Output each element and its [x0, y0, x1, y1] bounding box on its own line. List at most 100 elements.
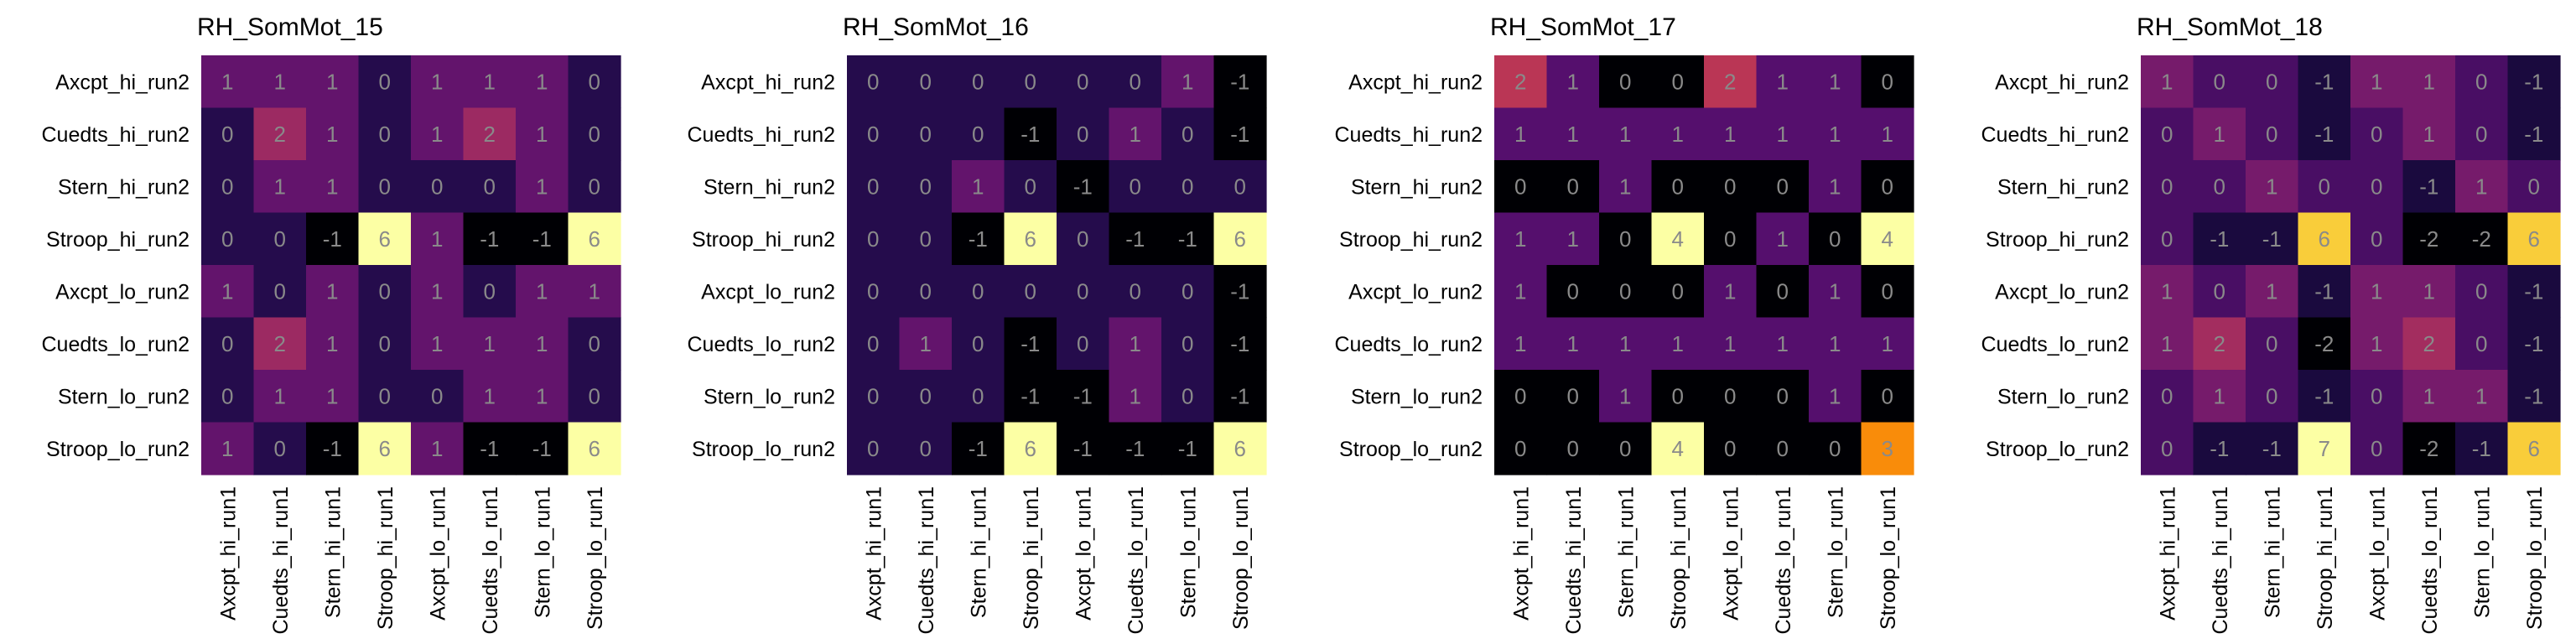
- cell-value-label: 0: [867, 383, 879, 408]
- cell-value-label: 0: [1724, 174, 1736, 199]
- heatmap-cell: [1861, 317, 1914, 371]
- cell-value-label: 0: [867, 436, 879, 461]
- heatmap-cell: [2350, 160, 2404, 214]
- heatmap-cell: [1546, 107, 1600, 161]
- cell-value-label: 1: [2423, 383, 2435, 408]
- cell-value-label: 0: [2371, 174, 2382, 199]
- row-tick-label: Axcpt_lo_run2: [701, 280, 835, 304]
- cell-value-label: 0: [1777, 383, 1789, 408]
- heatmap-cell: [253, 160, 307, 214]
- cell-value-label: 1: [589, 278, 600, 304]
- heatmap-cell: [1057, 370, 1110, 423]
- heatmap-cell: [1546, 317, 1600, 371]
- column-tick-label: Cuedts_hi_run1: [2209, 486, 2232, 635]
- cell-value-label: 0: [1130, 69, 1141, 94]
- cell-value-label: -1: [2524, 122, 2543, 147]
- cell-value-label: 0: [274, 278, 286, 304]
- heatmap-cell: [516, 317, 569, 371]
- heatmap-cell: [2246, 370, 2299, 423]
- heatmap-cell: [1109, 55, 1162, 109]
- cell-value-label: 0: [920, 69, 932, 94]
- heatmap-cell: [1651, 422, 1705, 475]
- cell-value-label: 0: [1619, 436, 1631, 461]
- cell-value-label: 0: [2161, 383, 2173, 408]
- cell-value-label: 0: [221, 174, 233, 199]
- cell-value-label: 1: [2161, 331, 2173, 356]
- heatmap-cell: [1651, 212, 1705, 266]
- heatmap-cell: [1109, 265, 1162, 319]
- heatmap-cell: [1161, 107, 1215, 161]
- heatmap-cell: [847, 317, 901, 371]
- heatmap-cell: [1494, 265, 1548, 319]
- heatmap-cell: [1756, 212, 1810, 266]
- panel-title: RH_SomMot_15: [197, 13, 383, 41]
- cell-value-label: 0: [2266, 69, 2277, 94]
- heatmap-cell: [1704, 107, 1758, 161]
- heatmap-cell: [1599, 55, 1653, 109]
- heatmap-cell: [2193, 107, 2246, 161]
- heatmap-cell: [253, 422, 307, 475]
- cell-value-label: 0: [1025, 174, 1036, 199]
- cell-value-label: 1: [1619, 383, 1631, 408]
- cell-value-label: 1: [1829, 122, 1841, 147]
- cell-value-label: -1: [2524, 383, 2543, 408]
- heatmap-cell: [463, 370, 517, 423]
- heatmap-cell: [306, 317, 360, 371]
- column-tick-label: Stern_hi_run1: [1614, 486, 1638, 618]
- heatmap-cell: [899, 107, 953, 161]
- heatmap-cell: [2298, 160, 2351, 214]
- heatmap-cell: [463, 422, 517, 475]
- cell-value-label: 0: [972, 331, 984, 356]
- cell-value-label: 1: [1514, 226, 1526, 252]
- row-tick-label: Axcpt_hi_run2: [55, 70, 190, 94]
- heatmap-cell: [1756, 55, 1810, 109]
- heatmap-cell: [463, 317, 517, 371]
- cell-value-label: 1: [1619, 331, 1631, 356]
- column-tick-label: Stern_lo_run1: [2470, 486, 2494, 618]
- column-tick-label: Cuedts_hi_run1: [269, 486, 293, 635]
- cell-value-label: 0: [972, 69, 984, 94]
- row-tick-label: Cuedts_lo_run2: [687, 333, 835, 356]
- cell-value-label: 0: [1077, 331, 1088, 356]
- heatmap-cell: [1546, 265, 1600, 319]
- cell-value-label: 1: [2423, 278, 2435, 304]
- heatmap-cell: [1213, 160, 1267, 214]
- cell-value-label: 0: [1077, 69, 1088, 94]
- heatmap-cell: [358, 265, 412, 319]
- heatmap-cell: [1213, 422, 1267, 475]
- cell-value-label: -1: [1073, 174, 1093, 199]
- cell-value-label: 0: [1619, 226, 1631, 252]
- heatmap-cell: [952, 212, 1005, 266]
- heatmap-cell: [1704, 265, 1758, 319]
- heatmap-cell: [306, 107, 360, 161]
- cell-value-label: 1: [2266, 174, 2277, 199]
- heatmap-cell: [1213, 55, 1267, 109]
- heatmap-cell: [358, 317, 412, 371]
- row-tick-label: Cuedts_lo_run2: [1981, 333, 2129, 356]
- cell-value-label: 6: [1025, 436, 1036, 461]
- heatmap-cell: [2298, 422, 2351, 475]
- cell-value-label: 0: [379, 69, 391, 94]
- cell-value-label: 0: [221, 383, 233, 408]
- heatmap-cell: [568, 212, 621, 266]
- heatmap-cell: [411, 107, 465, 161]
- cell-value-label: 6: [2528, 226, 2540, 252]
- heatmap-cell: [201, 212, 255, 266]
- heatmap-cell: [358, 212, 412, 266]
- heatmap-cell: [568, 55, 621, 109]
- cell-value-label: 0: [2266, 383, 2277, 408]
- cell-value-label: 0: [1182, 331, 1193, 356]
- row-tick-label: Stern_hi_run2: [58, 175, 190, 199]
- row-tick-label: Axcpt_lo_run2: [55, 280, 190, 304]
- cell-value-label: -1: [2524, 331, 2543, 356]
- heatmap-cell: [1599, 107, 1653, 161]
- cell-value-label: 1: [326, 69, 338, 94]
- heatmap-cell: [1004, 107, 1057, 161]
- heatmap-cell: [2507, 317, 2561, 371]
- cell-value-label: 1: [1130, 331, 1141, 356]
- column-tick-label: Axcpt_lo_run1: [426, 486, 449, 621]
- heatmap-cell: [2402, 107, 2456, 161]
- heatmap-cell: [1004, 55, 1057, 109]
- cell-value-label: 0: [1077, 278, 1088, 304]
